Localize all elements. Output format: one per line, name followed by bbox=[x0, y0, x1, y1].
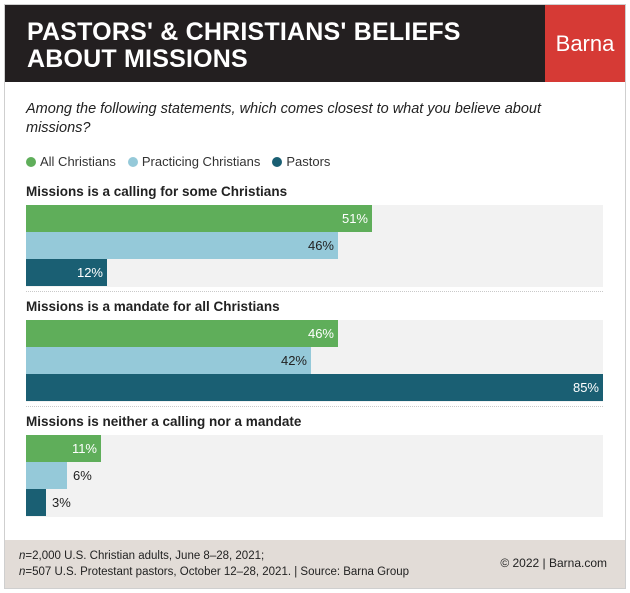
title-line-2: ABOUT MISSIONS bbox=[27, 45, 248, 73]
data-label: 42% bbox=[280, 353, 307, 368]
legend-item-practicing-christians: Practicing Christians bbox=[127, 154, 261, 169]
legend-dot-icon bbox=[127, 156, 138, 167]
data-label: 46% bbox=[307, 238, 334, 253]
group-separator bbox=[26, 406, 603, 407]
bar bbox=[26, 489, 46, 516]
data-label: 51% bbox=[341, 211, 368, 226]
data-label: 6% bbox=[73, 468, 92, 483]
brand-logo: Barna bbox=[545, 5, 625, 82]
bar bbox=[26, 205, 372, 232]
legend-dot-icon bbox=[26, 156, 36, 167]
sample-note-line-2: n=507 U.S. Protestant pastors, October 1… bbox=[19, 564, 409, 580]
footer: n=2,000 U.S. Christian adults, June 8–28… bbox=[5, 540, 625, 588]
bar bbox=[26, 320, 338, 347]
bar bbox=[26, 462, 67, 489]
bar bbox=[26, 435, 101, 462]
legend: All Christians Practicing Christians Pas… bbox=[26, 154, 330, 169]
legend-label: Pastors bbox=[286, 154, 331, 169]
data-label: 85% bbox=[572, 380, 599, 395]
legend-item-all-christians: All Christians bbox=[26, 154, 116, 169]
bar-track bbox=[26, 435, 603, 517]
data-label: 3% bbox=[52, 495, 71, 510]
infographic-frame bbox=[4, 4, 626, 589]
category-label: Missions is a mandate for all Christians bbox=[26, 299, 280, 314]
legend-item-pastors: Pastors bbox=[272, 154, 330, 169]
copyright: © 2022 | Barna.com bbox=[500, 556, 607, 570]
survey-question: Among the following statements, which co… bbox=[26, 101, 542, 136]
group-separator bbox=[26, 291, 603, 292]
bar bbox=[26, 347, 311, 374]
header: PASTORS' & CHRISTIANS' BELIEFS ABOUT MIS… bbox=[5, 5, 625, 82]
data-label: 46% bbox=[307, 326, 334, 341]
n-symbol: n bbox=[19, 550, 26, 562]
legend-label: Practicing Christians bbox=[141, 154, 261, 169]
sample-note-line-1: n=2,000 U.S. Christian adults, June 8–28… bbox=[19, 548, 409, 564]
category-label: Missions is a calling for some Christian… bbox=[26, 184, 288, 199]
sample-note-text-2: =507 U.S. Protestant pastors, October 12… bbox=[25, 566, 410, 578]
category-label: Missions is neither a calling nor a mand… bbox=[26, 414, 302, 429]
title-line-1: PASTORS' & CHRISTIANS' BELIEFS bbox=[27, 18, 461, 46]
sample-note-text-1: =2,000 U.S. Christian adults, June 8–28,… bbox=[25, 550, 265, 562]
bar bbox=[26, 374, 603, 401]
sample-note: n=2,000 U.S. Christian adults, June 8–28… bbox=[19, 548, 409, 580]
bar bbox=[26, 259, 107, 286]
n-symbol: n bbox=[19, 566, 26, 578]
legend-dot-icon bbox=[272, 156, 283, 167]
chart-title: PASTORS' & CHRISTIANS' BELIEFS ABOUT MIS… bbox=[27, 19, 507, 73]
legend-label: All Christians bbox=[40, 154, 116, 169]
data-label: 11% bbox=[71, 441, 97, 456]
bar bbox=[26, 232, 338, 259]
data-label: 12% bbox=[76, 265, 103, 280]
